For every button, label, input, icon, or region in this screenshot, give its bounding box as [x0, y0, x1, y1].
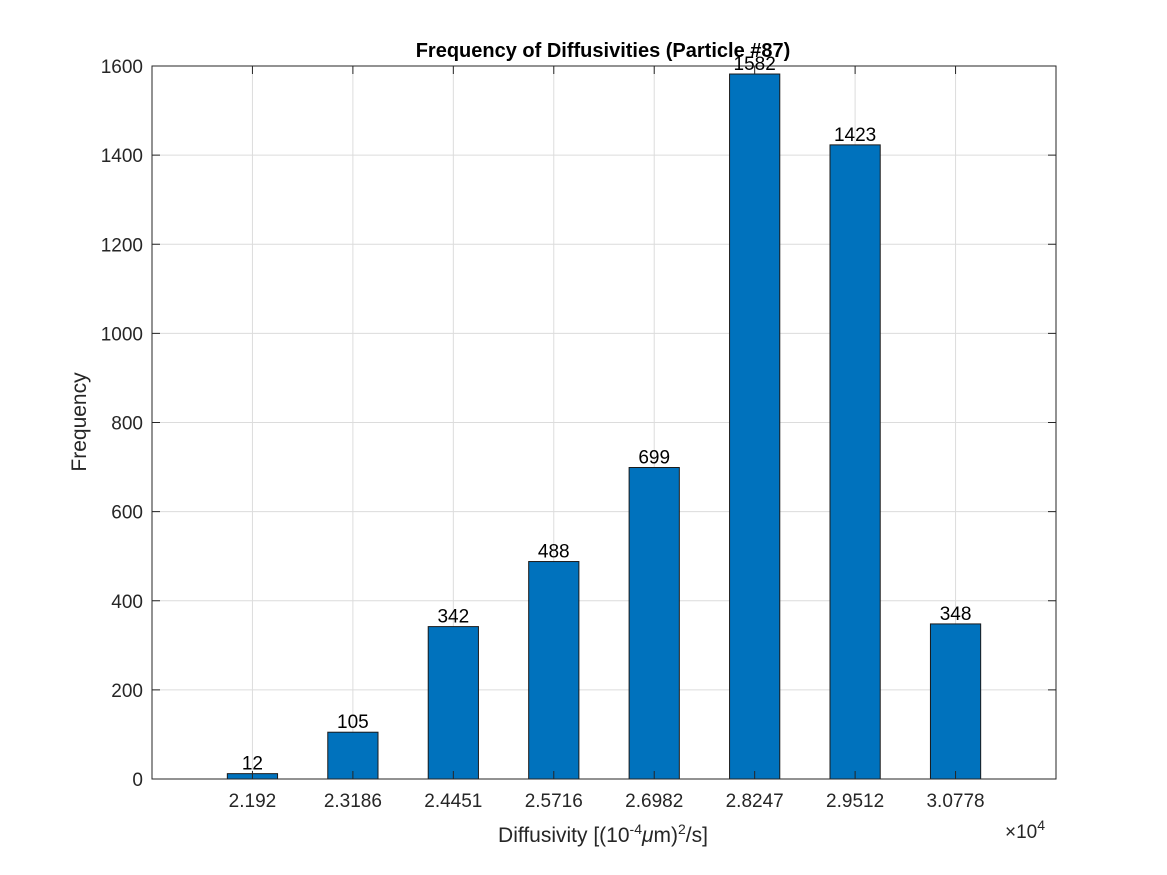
x-tick-label: 2.192 [229, 791, 277, 812]
chart-title: Frequency of Diffusivities (Particle #87… [416, 40, 791, 62]
bar-value-label: 1423 [834, 125, 876, 146]
y-tick-label: 400 [111, 592, 143, 613]
bar-value-label: 488 [538, 542, 570, 563]
bar-value-label: 1582 [734, 54, 776, 75]
x-axis-label-exponent: -4 [630, 821, 643, 837]
x-axis-label-mid: m) [654, 824, 679, 847]
bar [729, 73, 781, 780]
bar [929, 623, 982, 780]
bar-value-label: 348 [940, 604, 972, 625]
x-axis-label: Diffusivity [(10-4μm)2/s] [498, 821, 708, 847]
y-axis-label: Frequency [68, 372, 91, 472]
bar [427, 626, 479, 780]
x-tick-label: 2.5716 [525, 791, 583, 812]
x-tick-label: 2.8247 [726, 791, 784, 812]
bar-value-label: 105 [337, 712, 369, 733]
x-tick-label: 2.3186 [324, 791, 382, 812]
x-tick-label: 2.4451 [424, 791, 482, 812]
y-tick-label: 1600 [101, 57, 143, 78]
bar [528, 561, 580, 780]
bar-value-label: 342 [437, 607, 469, 628]
x-axis-label-prefix: Diffusivity [(10 [498, 824, 630, 847]
x-axis-multiplier-base: ×10 [1005, 822, 1037, 843]
y-tick-label: 1000 [101, 324, 143, 345]
y-tick-label: 800 [111, 414, 143, 435]
bars [226, 73, 982, 780]
x-axis-multiplier: ×104 [1005, 817, 1045, 843]
x-axis-multiplier-exponent: 4 [1037, 817, 1045, 833]
bar [628, 467, 680, 780]
axis-ticks: 0 200 400 600 800 1000 1200 1400 1600 2.192 2.3186… [101, 57, 1056, 812]
x-tick-label: 2.6982 [625, 791, 683, 812]
y-tick-label: 200 [111, 681, 143, 702]
x-axis-label-square: 2 [678, 821, 686, 837]
y-tick-label: 600 [111, 503, 143, 524]
x-axis-label-mu: μ [641, 824, 654, 847]
y-tick-label: 1400 [101, 146, 143, 167]
x-tick-label: 2.9512 [826, 791, 884, 812]
grid-lines [152, 65, 1056, 780]
bar-value-label: 699 [638, 448, 670, 469]
y-tick-label: 1200 [101, 235, 143, 256]
x-tick-label: 3.0778 [926, 791, 984, 812]
data-labels: 12 105 342 488 699 1582 1423 348 [242, 54, 972, 775]
bar-value-label: 12 [242, 754, 263, 775]
bar [829, 144, 881, 780]
x-axis-label-suffix: /s] [686, 824, 708, 847]
y-tick-label: 0 [132, 770, 143, 791]
